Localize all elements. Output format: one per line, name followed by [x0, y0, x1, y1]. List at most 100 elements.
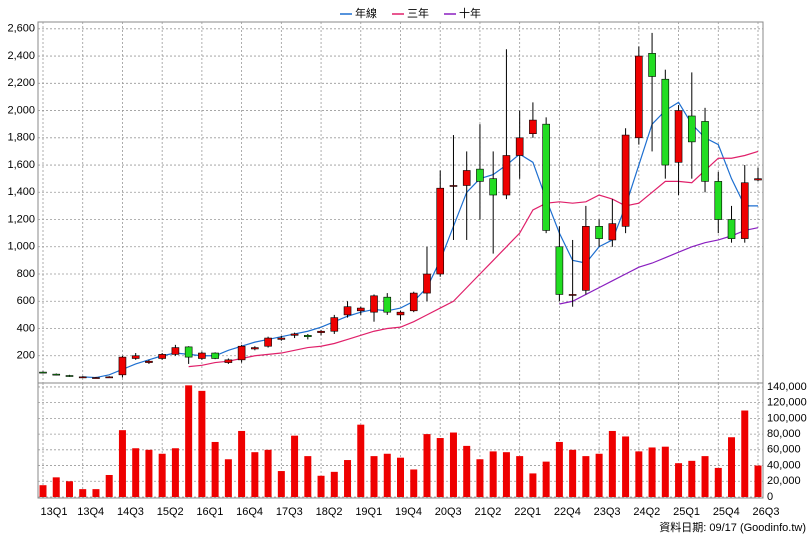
volume-bar [198, 390, 206, 497]
candle-body [661, 78, 670, 166]
volume-tick-label: 60,000 [767, 444, 801, 456]
volume-bar [648, 447, 656, 497]
candle-body [264, 337, 272, 347]
candle-body [145, 360, 153, 363]
x-tick-label: 16Q1 [196, 506, 223, 518]
x-tick-label: 25Q1 [673, 506, 700, 518]
x-tick-label: 22Q1 [514, 506, 541, 518]
candle-body [635, 55, 643, 139]
volume-bar [476, 459, 484, 497]
candle-body [330, 317, 339, 332]
candle-body [476, 168, 484, 182]
volume-bar [463, 445, 471, 497]
volume-bar [357, 424, 365, 497]
volume-bar [754, 465, 762, 497]
legend-label: 三年 [407, 6, 429, 20]
volume-bar [171, 448, 179, 497]
volume-bar [132, 448, 140, 497]
candle-body [105, 376, 114, 379]
candle-body [131, 355, 140, 359]
x-tick-label: 13Q4 [77, 506, 104, 518]
volume-tick-label: 120,000 [767, 397, 807, 409]
candle-body [198, 352, 206, 359]
volume-tick-label: 0 [767, 491, 773, 503]
volume-bar [370, 456, 378, 497]
x-tick-label: 20Q3 [435, 506, 462, 518]
y-tick-label: 1,400 [7, 186, 35, 198]
volume-bar [449, 432, 457, 497]
y-tick-label: 200 [17, 350, 35, 362]
candle-body [515, 137, 524, 156]
candle-body [555, 246, 564, 295]
y-tick-label: 1,000 [7, 241, 35, 253]
candle-body [396, 311, 405, 316]
candle-body [754, 178, 762, 181]
x-tick-label: 26Q3 [753, 506, 780, 518]
footer: 資料日期: 09/17 (Goodinfo.tw) [659, 520, 806, 534]
volume-bar [661, 446, 669, 497]
volume-bar [264, 449, 272, 497]
volume-tick-label: 40,000 [767, 459, 801, 471]
volume-bar [92, 489, 100, 497]
volume-bar [39, 485, 47, 497]
candle-body [687, 115, 696, 143]
x-tick-label: 19Q4 [395, 506, 422, 518]
volume-tick-label: 100,000 [767, 412, 807, 424]
candle-body [52, 373, 61, 376]
x-tick-label: 16Q4 [236, 506, 263, 518]
volume-bar [79, 489, 87, 497]
candle-body [92, 377, 100, 379]
candle-body [343, 306, 352, 316]
candle-body [621, 134, 630, 227]
volume-bar [383, 453, 391, 497]
volume-bar [701, 456, 709, 497]
y-tick-label: 1,600 [7, 159, 35, 171]
volume-bar [410, 469, 418, 497]
candle-body [502, 155, 511, 196]
volume-bar [251, 452, 259, 497]
volume-bar [277, 471, 285, 497]
x-tick-label: 13Q1 [41, 506, 68, 518]
volume-bar [304, 456, 312, 497]
y-tick-label: 2,400 [7, 50, 35, 62]
ma-line [188, 150, 759, 368]
candle-body [78, 376, 87, 379]
volume-bar [502, 452, 510, 497]
volume-tick-label: 20,000 [767, 475, 801, 487]
candle-body [462, 170, 471, 186]
candle-body [529, 119, 537, 135]
volume-bar [714, 467, 722, 497]
candle-body [304, 335, 312, 337]
y-tick-label: 400 [17, 322, 35, 334]
legend-label: 年線 [355, 6, 377, 20]
y-tick-label: 2,600 [7, 23, 35, 35]
candle-body [542, 123, 550, 231]
volume-bar [436, 438, 444, 497]
volume-bar [728, 437, 736, 497]
volume-bar [622, 436, 630, 497]
candle-body [714, 181, 723, 220]
y-tick-label: 1,800 [7, 132, 35, 144]
candle-body [118, 356, 127, 376]
volume-bar [516, 456, 524, 497]
volume-bar [555, 441, 563, 497]
candle-body [39, 371, 47, 374]
legend-label: 十年 [459, 6, 481, 20]
x-tick-label: 17Q3 [276, 506, 303, 518]
candle-body [582, 226, 590, 291]
x-tick-label: 18Q2 [316, 506, 343, 518]
candle-body [727, 219, 736, 239]
volume-bar [423, 434, 431, 497]
candle-body [158, 354, 166, 359]
ma-line [559, 227, 759, 305]
y-tick-label: 800 [17, 268, 35, 280]
volume-bar [291, 435, 299, 497]
volume-bar [542, 461, 550, 497]
y-tick-label: 2,000 [7, 104, 35, 116]
volume-bar [158, 453, 166, 497]
y-tick-label: 600 [17, 295, 35, 307]
volume-bar [489, 451, 497, 497]
x-tick-label: 21Q2 [474, 506, 501, 518]
volume-bar [185, 385, 193, 497]
